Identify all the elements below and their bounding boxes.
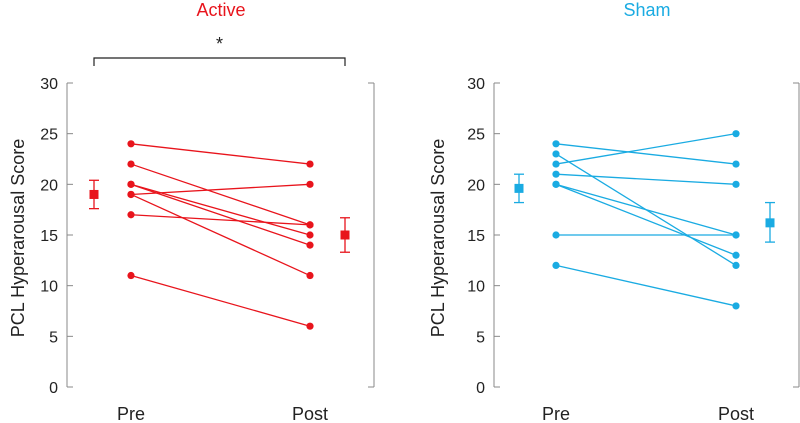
y-tick-label: 10	[467, 279, 485, 296]
series-line-participant-1	[555, 143, 737, 165]
y-tick-label: 25	[467, 127, 485, 144]
x-tick-label-post: Post	[292, 404, 328, 423]
series-line-participant-2	[130, 163, 311, 226]
data-point-participant-6-post	[306, 271, 314, 280]
data-point-participant-3-post	[732, 130, 740, 138]
data-point-participant-2-pre	[127, 160, 135, 168]
y-tick-label: 0	[476, 380, 485, 397]
panel-active: Active PCL Hyperarousal Score 0 5 10 15 20 25 30…	[8, 0, 375, 423]
mean-marker-post-mean	[340, 230, 350, 240]
y-axis-label: PCL Hyperarousal Score	[428, 139, 448, 337]
series-line-participant-3	[130, 183, 311, 236]
data-point-participant-1-pre	[552, 140, 560, 148]
data-point-participant-6-pre	[552, 180, 560, 188]
chart-title: Active	[196, 0, 245, 20]
y-tick-label: 30	[40, 76, 58, 93]
x-tick-label-pre: Pre	[542, 404, 570, 423]
series-line-participant-3	[555, 133, 737, 165]
data-point-participant-1-post	[306, 160, 314, 168]
data-point-participant-1-post	[732, 160, 740, 168]
series-line-participant-6	[130, 193, 311, 277]
chart-title: Sham	[623, 0, 670, 20]
data-point-participant-3-pre	[552, 160, 560, 168]
significance-star: *	[216, 34, 223, 54]
mean-marker-pre-mean	[514, 183, 524, 193]
series-line-participant-7	[130, 214, 311, 226]
y-tick-label: 30	[467, 76, 485, 93]
y-tick-label: 20	[40, 177, 58, 194]
data-point-participant-6-post	[732, 251, 740, 259]
data-point-participant-5-post	[306, 180, 314, 188]
series-line-participant-6	[555, 183, 737, 256]
data-point-participant-2-post	[732, 261, 740, 269]
data-point-participant-7-post	[732, 231, 740, 239]
panel-sham: Sham PCL Hyperarousal Score 0 5 10 15 20 25 30 Pr…	[428, 0, 800, 423]
series-line-participant-1	[130, 143, 311, 165]
y-tick-label: 15	[467, 228, 485, 245]
data-point-participant-8-post	[732, 302, 740, 310]
series-line-participant-8	[130, 274, 311, 327]
series-line-participant-4	[130, 183, 311, 246]
data-point-participant-6-pre	[127, 190, 135, 199]
data-point-participant-4-post	[732, 180, 740, 188]
mean-marker-pre-mean	[89, 189, 99, 199]
mean-marker-post-mean	[765, 218, 775, 228]
y-tick-label: 15	[40, 228, 58, 245]
data-point-participant-8-post	[306, 322, 314, 330]
y-tick-label: 5	[49, 329, 58, 346]
data-point-participant-3-post	[306, 231, 314, 239]
data-point-participant-7-pre	[127, 211, 135, 219]
data-point-participant-7-pre	[552, 231, 560, 239]
y-tick-label: 5	[476, 329, 485, 346]
data-point-participant-2-pre	[552, 150, 560, 158]
data-point-participant-4-post	[306, 241, 314, 249]
data-point-participant-8-pre	[127, 271, 135, 280]
x-tick-label-post: Post	[718, 404, 754, 423]
y-tick-label: 20	[467, 177, 485, 194]
significance-bracket	[93, 57, 346, 66]
series-line-participant-5	[130, 183, 311, 196]
data-point-participant-4-pre	[127, 180, 135, 188]
y-axis-label: PCL Hyperarousal Score	[8, 139, 28, 337]
series-line-participant-5	[555, 183, 737, 236]
y-tick-label: 25	[40, 127, 58, 144]
x-tick-label-pre: Pre	[117, 404, 145, 423]
series-line-participant-4	[555, 173, 737, 185]
y-tick-label: 0	[49, 380, 58, 397]
data-point-participant-7-post	[306, 221, 314, 229]
data-point-participant-1-pre	[127, 140, 135, 148]
y-tick-label: 10	[40, 279, 58, 296]
data-point-participant-4-pre	[552, 170, 560, 178]
series-line-participant-8	[555, 264, 737, 307]
data-point-participant-8-pre	[552, 261, 560, 269]
